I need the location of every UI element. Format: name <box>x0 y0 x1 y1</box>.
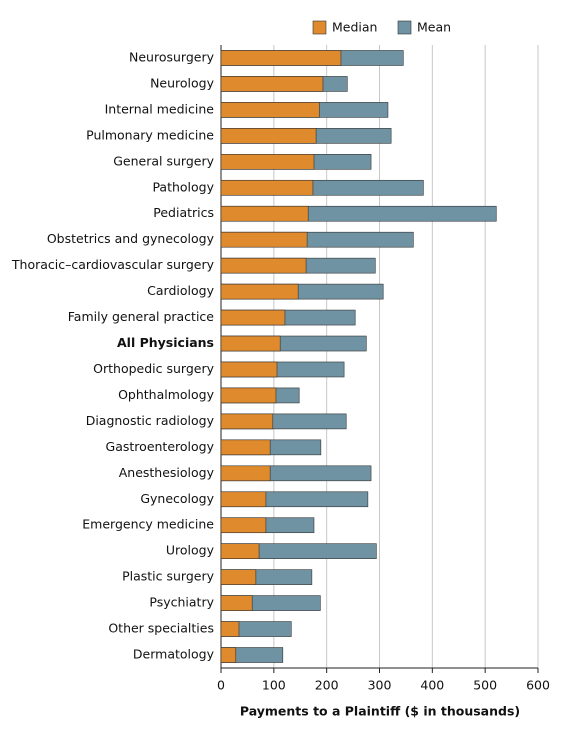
y-tick-label: Plastic surgery <box>122 569 215 584</box>
bar <box>220 231 308 248</box>
y-tick-label: General surgery <box>113 153 214 168</box>
y-tick-label: Obstetrics and gynecology <box>47 231 215 246</box>
y-tick-label: Pulmonary medicine <box>86 127 214 142</box>
bar <box>220 621 240 637</box>
bar <box>220 179 314 196</box>
legend-label: Mean <box>417 20 451 35</box>
y-tick-label: All Physicians <box>117 335 214 350</box>
bar <box>220 491 267 508</box>
x-tick-label: 0 <box>217 678 225 693</box>
y-tick-label: Emergency medicine <box>82 517 214 532</box>
y-tick-label: Gastroenterology <box>106 439 215 454</box>
y-tick-label: Urology <box>166 543 215 558</box>
y-tick-label: Other specialties <box>108 621 214 636</box>
bar <box>220 335 281 352</box>
bar <box>220 50 342 66</box>
legend-label: Median <box>332 20 377 35</box>
x-tick-label: 200 <box>315 678 339 693</box>
bar <box>220 128 317 144</box>
y-tick-label: Internal medicine <box>105 101 215 116</box>
x-tick-label: 500 <box>473 678 497 693</box>
bar <box>220 257 307 274</box>
y-tick-label: Family general practice <box>68 309 215 324</box>
bar <box>220 647 237 663</box>
bar <box>220 413 274 430</box>
y-tick-label: Ophthalmology <box>118 387 215 402</box>
y-tick-label: Pathology <box>152 179 214 194</box>
x-axis-title: Payments to a Plaintiff ($ in thousands) <box>240 704 520 719</box>
bar <box>220 205 309 222</box>
y-tick-label: Pediatrics <box>153 205 214 220</box>
x-tick-label: 400 <box>420 678 444 693</box>
bar <box>220 76 324 92</box>
x-tick-label: 100 <box>262 678 286 693</box>
bar <box>220 387 277 404</box>
x-tick-label: 300 <box>368 678 392 693</box>
legend-swatch <box>397 20 412 35</box>
y-tick-label: Diagnostic radiology <box>86 413 215 428</box>
y-tick-label: Gynecology <box>140 491 214 506</box>
y-tick-label: Thoracic–cardiovascular surgery <box>11 257 215 272</box>
bar <box>220 465 271 482</box>
y-tick-label: Dermatology <box>133 647 215 662</box>
bar <box>220 361 278 378</box>
bar <box>220 439 271 456</box>
y-tick-label: Neurology <box>150 75 215 90</box>
y-tick-label: Neurosurgery <box>129 49 215 64</box>
y-tick-label: Psychiatry <box>149 595 214 610</box>
bar <box>220 569 257 585</box>
bar <box>220 283 299 300</box>
bar <box>220 309 286 326</box>
legend-swatch <box>312 20 327 35</box>
y-tick-label: Anesthesiology <box>119 465 215 480</box>
y-tick-label: Cardiology <box>147 283 214 298</box>
bar <box>220 102 320 118</box>
bar <box>220 595 253 611</box>
x-tick-label: 600 <box>526 678 550 693</box>
bar <box>220 543 260 559</box>
y-tick-label: Orthopedic surgery <box>93 361 214 376</box>
bar <box>220 517 267 534</box>
bar <box>220 154 315 170</box>
